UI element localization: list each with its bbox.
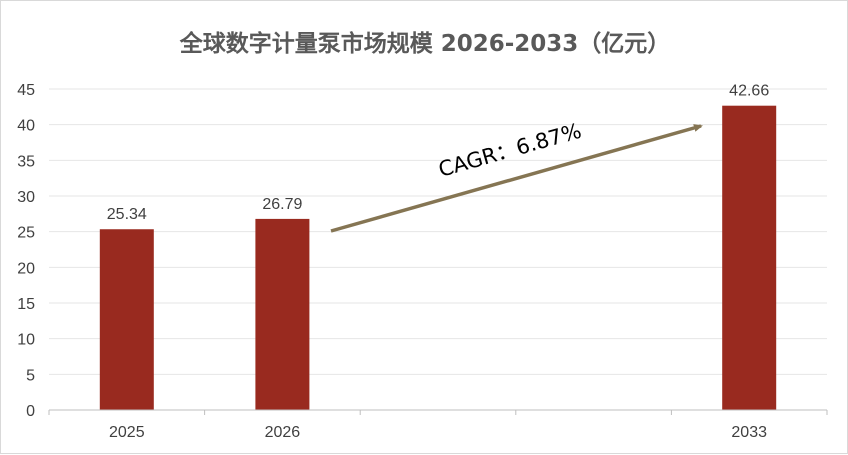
data-label: 25.34: [107, 206, 147, 223]
y-tick-label: 5: [26, 367, 35, 384]
y-tick-label: 35: [17, 153, 35, 170]
y-tick-label: 40: [17, 118, 35, 135]
data-label: 42.66: [729, 83, 769, 100]
chart-title: 全球数字计量泵市场规模 2026-2033（亿元）: [179, 30, 671, 57]
x-axis: 2025 2026 2033: [48, 409, 828, 441]
bar: [255, 218, 310, 410]
y-tick-label: 10: [17, 332, 35, 349]
y-axis: 0 5 10 15 20 25 30 35 40 45: [17, 82, 35, 420]
cagr-annotation: CAGR：6.87%: [436, 119, 584, 182]
gridlines: [49, 88, 827, 375]
x-tick-label: 2026: [265, 424, 301, 441]
bar: [99, 229, 154, 410]
data-label: 26.79: [262, 196, 302, 213]
y-tick-label: 20: [17, 260, 35, 277]
x-tick-label: 2033: [731, 424, 767, 441]
y-tick-label: 30: [17, 189, 35, 206]
y-tick-label: 45: [17, 82, 35, 99]
bar: [722, 105, 777, 410]
cagr-arrow: [330, 124, 703, 233]
y-tick-label: 0: [26, 403, 35, 420]
x-tick-label: 2025: [109, 424, 145, 441]
y-tick-label: 15: [17, 296, 35, 313]
bars: 25.34 26.79 42.66: [99, 83, 777, 410]
y-tick-label: 25: [17, 225, 35, 242]
